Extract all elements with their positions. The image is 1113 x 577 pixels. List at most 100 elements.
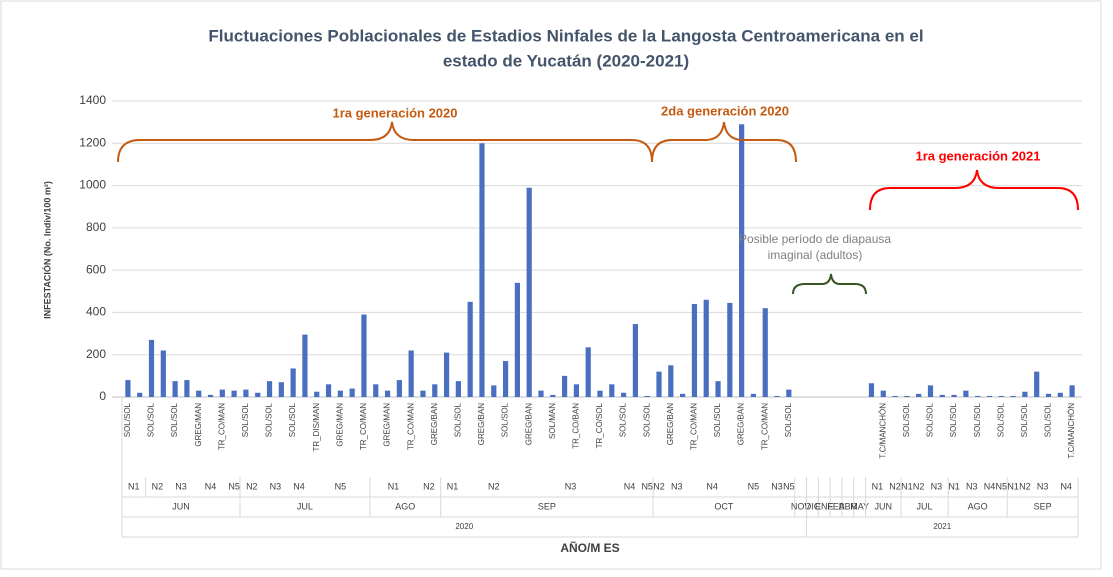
x-tick-label: TR_CO/MAN bbox=[406, 403, 415, 450]
stage-label: N4 bbox=[706, 481, 718, 491]
month-label: JUN bbox=[172, 501, 190, 511]
bar bbox=[443, 352, 450, 397]
annotation: 2da generación 2020 bbox=[661, 103, 789, 118]
month-label: DIC bbox=[805, 501, 821, 511]
bar bbox=[266, 381, 273, 397]
y-tick-label: 1200 bbox=[79, 135, 106, 149]
bar bbox=[998, 395, 1004, 397]
stage-label: N4 bbox=[1060, 481, 1072, 491]
x-tick-label: SOL/SOL bbox=[147, 402, 156, 437]
y-tick-label: 800 bbox=[86, 220, 106, 234]
annotation: Posible período de diapausa bbox=[739, 232, 891, 246]
bar bbox=[939, 394, 945, 397]
y-axis-label: INFESTACIÓN (No. Indiv/100 m²) bbox=[41, 181, 52, 319]
bar bbox=[680, 393, 686, 397]
annotations: 1ra generación 2020 2da generación 2020 … bbox=[117, 103, 1079, 295]
stage-label: N2 bbox=[889, 481, 901, 491]
y-tick-label: 0 bbox=[99, 389, 106, 403]
stage-label: N1 bbox=[128, 481, 140, 491]
stage-label: N5 bbox=[335, 481, 347, 491]
chart-border bbox=[0, 0, 1102, 570]
month-label: ABR bbox=[839, 501, 858, 511]
x-tick-label: SOL/MAN bbox=[548, 403, 557, 439]
brace bbox=[869, 169, 1079, 211]
x-tick-label: SOL/SOL bbox=[123, 402, 132, 437]
stage-label: N5 bbox=[641, 481, 653, 491]
bar bbox=[137, 392, 143, 397]
x-tick-label: GREG/BAN bbox=[737, 403, 746, 445]
x-tick-label: TR_CO/MAN bbox=[217, 403, 226, 450]
stage-label: N1 bbox=[901, 481, 913, 491]
month-label: NOV bbox=[791, 501, 811, 511]
x-tick-label: TR_CO/MAN bbox=[760, 403, 769, 450]
bar bbox=[561, 375, 568, 397]
bar bbox=[184, 380, 190, 397]
bar bbox=[1057, 392, 1063, 397]
bar bbox=[951, 394, 957, 397]
bar bbox=[609, 384, 615, 397]
month-label: AGO bbox=[968, 501, 988, 511]
x-tick-label: SOL/SOL bbox=[642, 402, 651, 437]
bar bbox=[219, 389, 225, 397]
y-tick-label: 1000 bbox=[79, 178, 106, 192]
stage-label: N1 bbox=[388, 481, 400, 491]
brace bbox=[792, 273, 867, 295]
y-tick-label: 600 bbox=[86, 262, 106, 276]
x-tick-label: TR_CO/MAN bbox=[690, 403, 699, 450]
x-tick-label: TR_CO/MAN bbox=[359, 403, 368, 450]
bar bbox=[455, 381, 461, 397]
stage-label: N1 bbox=[1007, 481, 1019, 491]
bar bbox=[691, 303, 698, 397]
stage-label: N1 bbox=[872, 481, 884, 491]
bar bbox=[986, 395, 993, 397]
bar bbox=[1034, 371, 1040, 397]
x-tick-label: GREG/BAN bbox=[430, 403, 439, 445]
y-tick-label: 200 bbox=[86, 347, 106, 361]
bar bbox=[290, 368, 296, 397]
month-label: AGO bbox=[395, 501, 415, 511]
bar bbox=[703, 299, 709, 397]
x-tick-label: SOL/SOL bbox=[949, 402, 958, 437]
stage-label: N2 bbox=[913, 481, 925, 491]
annotation: 1ra generación 2021 bbox=[915, 148, 1040, 163]
bar bbox=[668, 365, 674, 397]
x-tick-label: GREG/BAN bbox=[524, 403, 533, 445]
bar bbox=[148, 339, 155, 397]
annotation: 1ra generación 2020 bbox=[332, 105, 457, 120]
bar bbox=[1010, 395, 1016, 397]
x-tick-label: SOL/SOL bbox=[1020, 402, 1029, 437]
x-tick-label: GREG/MAN bbox=[194, 403, 203, 447]
year-label: 2021 bbox=[933, 522, 951, 531]
bar bbox=[384, 390, 391, 397]
stage-label: N3 bbox=[931, 481, 943, 491]
bar bbox=[502, 361, 509, 397]
x-tick-label: SOL/SOL bbox=[170, 402, 179, 437]
bar bbox=[361, 314, 367, 397]
chart-title-line2: estado de Yucatán (2020-2021) bbox=[443, 51, 689, 70]
x-tick-label: T.C/MANCHÓN bbox=[878, 403, 887, 459]
month-label: ENE bbox=[815, 501, 834, 511]
bar bbox=[975, 395, 981, 397]
bar bbox=[632, 324, 639, 397]
bar bbox=[337, 390, 343, 397]
x-tick-label: SOL/SOL bbox=[784, 402, 793, 437]
bar bbox=[963, 390, 969, 397]
bar bbox=[396, 380, 402, 397]
x-tick-label: GREG/BAN bbox=[477, 403, 486, 445]
stage-label: N3 bbox=[565, 481, 577, 491]
bar bbox=[715, 381, 721, 397]
brace bbox=[651, 121, 797, 163]
bar bbox=[786, 389, 792, 397]
x-tick-label: GREG/BAN bbox=[666, 403, 675, 445]
bar bbox=[916, 393, 922, 397]
stage-label: N5 bbox=[783, 481, 795, 491]
x-tick-label: SOL/SOL bbox=[973, 402, 982, 437]
x-tick-label: SOL/SOL bbox=[288, 402, 297, 437]
x-tick-label: GREG/MAN bbox=[383, 403, 392, 447]
bar bbox=[927, 385, 934, 397]
bar bbox=[904, 395, 910, 397]
bar bbox=[255, 392, 261, 397]
stage-label: N3 bbox=[175, 481, 187, 491]
bar bbox=[644, 395, 650, 397]
stage-label: N3 bbox=[966, 481, 978, 491]
